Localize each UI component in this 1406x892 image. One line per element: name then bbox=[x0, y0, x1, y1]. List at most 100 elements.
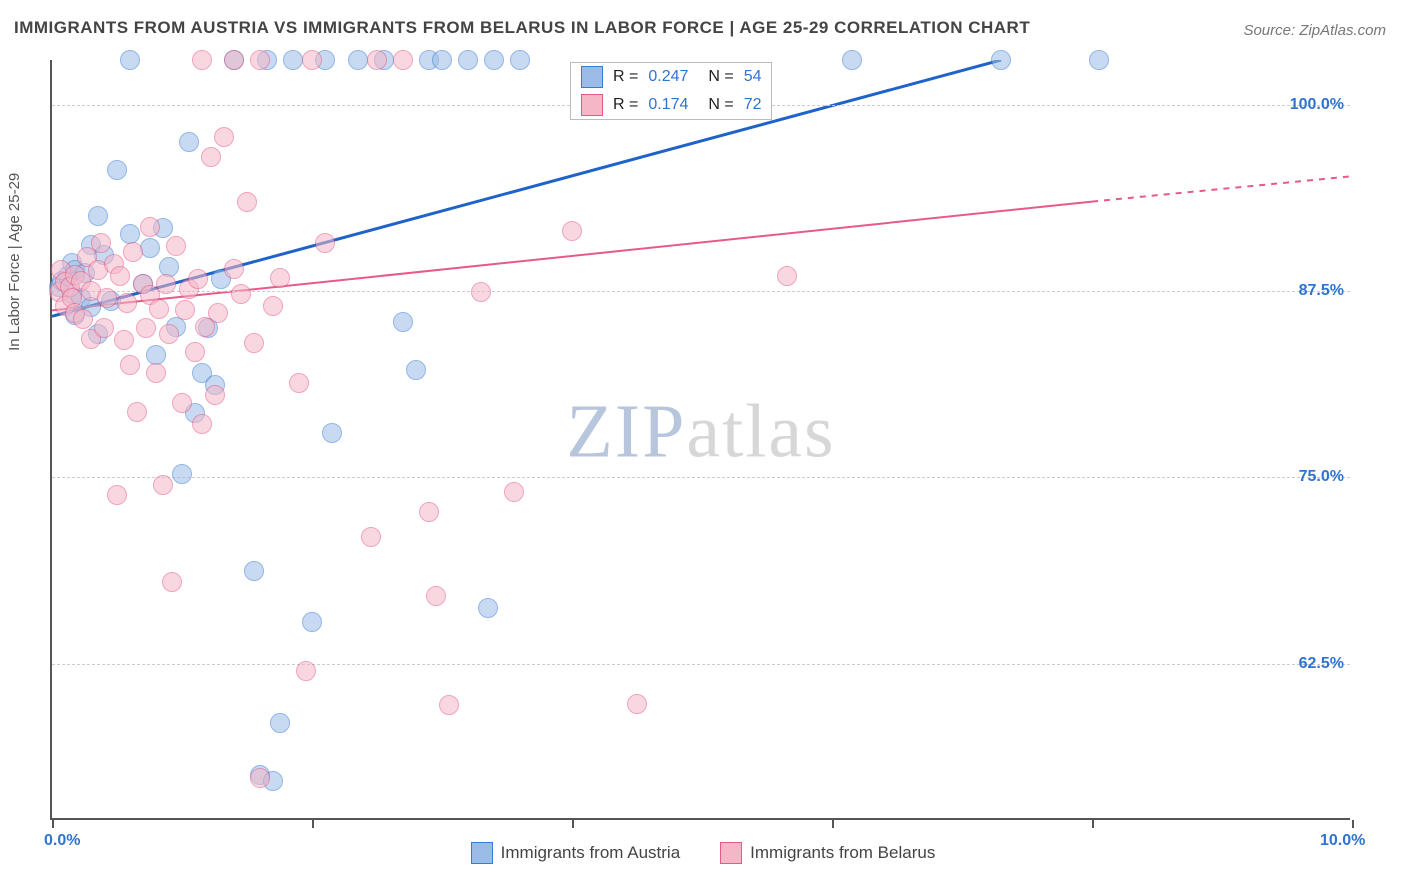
grid-line bbox=[52, 664, 1350, 665]
scatter-point-austria bbox=[120, 224, 140, 244]
scatter-point-belarus bbox=[123, 242, 143, 262]
x-axis-tick bbox=[1092, 820, 1094, 828]
scatter-point-belarus bbox=[120, 355, 140, 375]
scatter-point-belarus bbox=[224, 50, 244, 70]
scatter-point-belarus bbox=[117, 293, 137, 313]
x-axis-tick bbox=[52, 820, 54, 828]
n-value-belarus: 72 bbox=[744, 96, 762, 114]
scatter-point-belarus bbox=[367, 50, 387, 70]
trend-line-belarus-dashed bbox=[1092, 176, 1352, 201]
scatter-point-belarus bbox=[439, 695, 459, 715]
scatter-point-belarus bbox=[91, 233, 111, 253]
footer-legend-item-austria: Immigrants from Austria bbox=[471, 842, 681, 864]
chart-title: IMMIGRANTS FROM AUSTRIA VS IMMIGRANTS FR… bbox=[14, 18, 1030, 38]
scatter-point-belarus bbox=[162, 572, 182, 592]
r-label: R = bbox=[613, 96, 638, 114]
scatter-point-belarus bbox=[97, 288, 117, 308]
watermark: ZIPatlas bbox=[566, 389, 835, 476]
scatter-point-belarus bbox=[627, 694, 647, 714]
scatter-point-austria bbox=[510, 50, 530, 70]
series-legend: Immigrants from Austria Immigrants from B… bbox=[0, 842, 1406, 864]
scatter-point-belarus bbox=[172, 393, 192, 413]
scatter-point-austria bbox=[270, 713, 290, 733]
scatter-point-belarus bbox=[110, 266, 130, 286]
legend-row-austria: R = 0.247 N = 54 bbox=[571, 63, 771, 91]
scatter-point-belarus bbox=[244, 333, 264, 353]
scatter-point-belarus bbox=[224, 259, 244, 279]
footer-swatch-austria bbox=[471, 842, 493, 864]
scatter-point-belarus bbox=[127, 402, 147, 422]
y-axis-title: In Labor Force | Age 25-29 bbox=[6, 173, 23, 351]
scatter-point-belarus bbox=[107, 485, 127, 505]
r-value-austria: 0.247 bbox=[648, 68, 698, 86]
scatter-point-belarus bbox=[156, 274, 176, 294]
scatter-point-belarus bbox=[504, 482, 524, 502]
scatter-point-belarus bbox=[562, 221, 582, 241]
footer-label-austria: Immigrants from Austria bbox=[501, 843, 681, 863]
scatter-plot-area: ZIPatlas 62.5%75.0%87.5%100.0% bbox=[50, 60, 1350, 820]
scatter-point-belarus bbox=[393, 50, 413, 70]
scatter-point-belarus bbox=[777, 266, 797, 286]
scatter-point-austria bbox=[120, 50, 140, 70]
scatter-point-belarus bbox=[73, 309, 93, 329]
scatter-point-belarus bbox=[270, 268, 290, 288]
n-value-austria: 54 bbox=[744, 68, 762, 86]
legend-swatch-austria bbox=[581, 66, 603, 88]
footer-legend-item-belarus: Immigrants from Belarus bbox=[720, 842, 935, 864]
r-label: R = bbox=[613, 68, 638, 86]
n-label: N = bbox=[708, 96, 733, 114]
legend-row-belarus: R =0.174N =72 bbox=[571, 91, 771, 119]
scatter-point-belarus bbox=[149, 299, 169, 319]
trend-lines-svg bbox=[52, 60, 1352, 820]
scatter-point-belarus bbox=[471, 282, 491, 302]
scatter-point-belarus bbox=[153, 475, 173, 495]
scatter-point-austria bbox=[406, 360, 426, 380]
scatter-point-austria bbox=[244, 561, 264, 581]
scatter-point-belarus bbox=[192, 50, 212, 70]
grid-line bbox=[52, 477, 1350, 478]
watermark-atlas: atlas bbox=[686, 390, 835, 474]
scatter-point-belarus bbox=[136, 318, 156, 338]
n-label: N = bbox=[708, 68, 733, 86]
scatter-point-belarus bbox=[263, 296, 283, 316]
y-axis-tick-label: 87.5% bbox=[1299, 282, 1344, 300]
scatter-point-belarus bbox=[175, 300, 195, 320]
scatter-point-austria bbox=[140, 238, 160, 258]
scatter-point-belarus bbox=[237, 192, 257, 212]
scatter-point-belarus bbox=[94, 318, 114, 338]
scatter-point-belarus bbox=[214, 127, 234, 147]
legend-swatch-belarus bbox=[581, 94, 603, 116]
footer-label-belarus: Immigrants from Belarus bbox=[750, 843, 935, 863]
scatter-point-austria bbox=[88, 206, 108, 226]
scatter-point-belarus bbox=[289, 373, 309, 393]
scatter-point-austria bbox=[322, 423, 342, 443]
scatter-point-austria bbox=[991, 50, 1011, 70]
scatter-point-austria bbox=[179, 132, 199, 152]
scatter-point-belarus bbox=[159, 324, 179, 344]
scatter-point-austria bbox=[432, 50, 452, 70]
y-axis-tick-label: 62.5% bbox=[1299, 655, 1344, 673]
scatter-point-belarus bbox=[315, 233, 335, 253]
scatter-point-austria bbox=[302, 612, 322, 632]
scatter-point-belarus bbox=[208, 303, 228, 323]
scatter-point-belarus bbox=[185, 342, 205, 362]
scatter-point-austria bbox=[283, 50, 303, 70]
scatter-point-belarus bbox=[231, 284, 251, 304]
scatter-point-belarus bbox=[188, 269, 208, 289]
source-attribution: Source: ZipAtlas.com bbox=[1243, 22, 1386, 39]
x-axis-tick bbox=[572, 820, 574, 828]
x-axis-tick bbox=[832, 820, 834, 828]
scatter-point-belarus bbox=[114, 330, 134, 350]
scatter-point-austria bbox=[478, 598, 498, 618]
scatter-point-belarus bbox=[140, 217, 160, 237]
x-axis-tick bbox=[312, 820, 314, 828]
scatter-point-belarus bbox=[302, 50, 322, 70]
y-axis-tick-label: 75.0% bbox=[1299, 468, 1344, 486]
footer-swatch-belarus bbox=[720, 842, 742, 864]
scatter-point-belarus bbox=[296, 661, 316, 681]
scatter-point-austria bbox=[842, 50, 862, 70]
scatter-point-belarus bbox=[146, 363, 166, 383]
scatter-point-austria bbox=[458, 50, 478, 70]
scatter-point-belarus bbox=[201, 147, 221, 167]
scatter-point-belarus bbox=[361, 527, 381, 547]
